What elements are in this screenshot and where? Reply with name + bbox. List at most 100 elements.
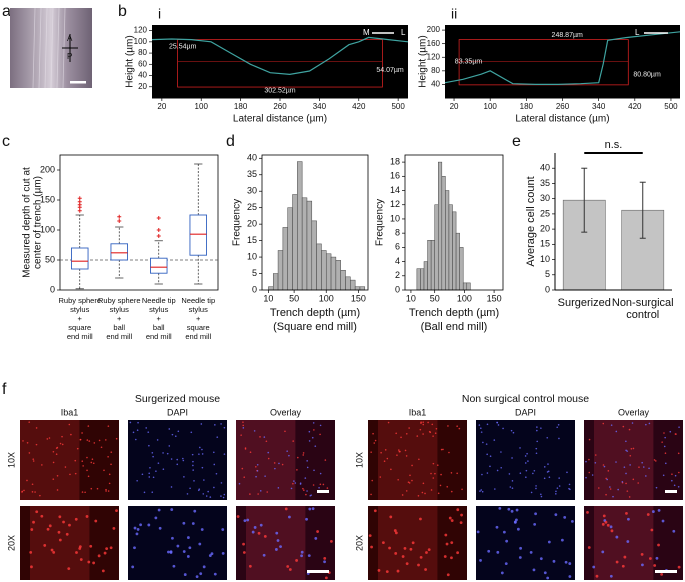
cell-dot <box>139 523 143 527</box>
cell-dot <box>556 487 559 489</box>
cell-dot <box>535 452 538 455</box>
cell-dot <box>602 422 605 425</box>
cell-dot <box>450 541 454 545</box>
cell-dot <box>411 541 415 545</box>
cell-dot <box>601 550 605 554</box>
measurement-label: 248.87µm <box>552 32 583 39</box>
cell-dot <box>107 425 110 427</box>
cell-dot <box>151 451 154 454</box>
x-tick-label: control <box>626 309 659 321</box>
cell-dot <box>82 465 84 467</box>
cell-dot <box>568 487 570 490</box>
x-tick-label: 100 <box>319 293 334 303</box>
cell-dot <box>96 487 99 490</box>
cell-dot <box>671 473 673 475</box>
cell-dot <box>296 456 299 459</box>
cell-dot <box>100 446 103 449</box>
cell-dot <box>299 483 302 485</box>
cell-dot <box>115 437 118 440</box>
x-tick-label: 10 <box>263 293 273 303</box>
cell-dot <box>186 555 190 558</box>
y-tick-label: 100 <box>40 224 55 234</box>
histogram-bar <box>340 269 346 291</box>
histogram-bar <box>321 250 327 291</box>
cell-dot <box>35 510 39 514</box>
cell-dot <box>546 576 550 580</box>
cell-dot <box>304 477 307 479</box>
cell-dot <box>110 451 113 453</box>
cell-dot <box>324 576 328 580</box>
cell-dot <box>168 445 171 447</box>
row-label: 20X <box>354 535 364 551</box>
cell-dot <box>182 459 185 462</box>
cell-dot <box>323 560 326 564</box>
cell-dot <box>403 546 407 550</box>
cell-dot <box>240 434 242 436</box>
x-tick-label: stylus <box>70 305 89 314</box>
cell-dot <box>221 528 225 531</box>
histogram-bar <box>459 247 464 291</box>
y-tick-label: 40 <box>431 80 440 89</box>
cell-dot <box>198 453 200 455</box>
cell-dot <box>290 487 293 490</box>
outlier <box>156 234 161 238</box>
cell-dot <box>602 514 606 518</box>
x-tick-label: Ruby sphere <box>58 296 101 305</box>
cell-dot <box>496 469 499 472</box>
cell-dot <box>274 467 276 470</box>
cell-dot <box>622 425 625 428</box>
cell-dot <box>377 569 381 572</box>
cell-dot <box>556 426 558 429</box>
cell-dot <box>487 549 491 553</box>
y-tick-label: 16 <box>390 171 400 181</box>
cell-dot <box>265 440 268 443</box>
measurement-label: 302.52µm <box>264 88 295 95</box>
cell-dot <box>440 473 442 476</box>
cell-dot <box>489 455 492 458</box>
cell-dot <box>447 425 449 427</box>
cell-dot <box>460 513 463 517</box>
cell-dot <box>281 463 284 466</box>
cell-dot <box>292 482 294 485</box>
cell-dot <box>97 554 101 558</box>
cell-dot <box>456 508 460 512</box>
cell-dot <box>424 492 426 495</box>
cell-dot <box>481 473 483 476</box>
cell-dot <box>286 565 290 568</box>
cell-dot <box>305 493 307 496</box>
cell-dot <box>404 449 407 452</box>
cell-dot <box>192 469 194 471</box>
chart-label: i <box>158 6 161 22</box>
cell-dot <box>677 486 680 488</box>
cell-dot <box>625 449 627 452</box>
cell-dot <box>314 537 318 540</box>
cell-dot <box>674 474 677 477</box>
cell-dot <box>539 557 543 561</box>
histogram-bar <box>325 253 332 291</box>
cell-dot <box>533 469 536 472</box>
cell-dot <box>148 472 151 475</box>
cell-dot <box>631 422 634 424</box>
histogram-bar <box>420 268 425 291</box>
cell-dot <box>653 459 656 461</box>
x-tick-label: 340 <box>313 102 327 111</box>
cell-dot <box>526 452 528 455</box>
cell-dot <box>552 559 556 563</box>
cell-dot <box>191 453 194 456</box>
cell-dot <box>459 521 463 525</box>
tissue-glow <box>246 506 306 580</box>
y-tick-label: 18 <box>390 156 400 166</box>
cell-dot <box>540 495 543 498</box>
cell-dot <box>617 488 619 491</box>
cell-dot <box>510 429 513 432</box>
x-tick-label: end mill <box>67 332 93 341</box>
cell-dot <box>29 550 33 554</box>
cell-dot <box>519 447 521 449</box>
panel-label: d <box>226 133 235 150</box>
outlier <box>77 199 82 204</box>
x-tick-label: Needle tip <box>142 296 176 305</box>
cell-dot <box>88 440 91 442</box>
cell-dot <box>213 463 216 466</box>
cell-dot <box>632 447 635 450</box>
cell-dot <box>657 508 661 512</box>
